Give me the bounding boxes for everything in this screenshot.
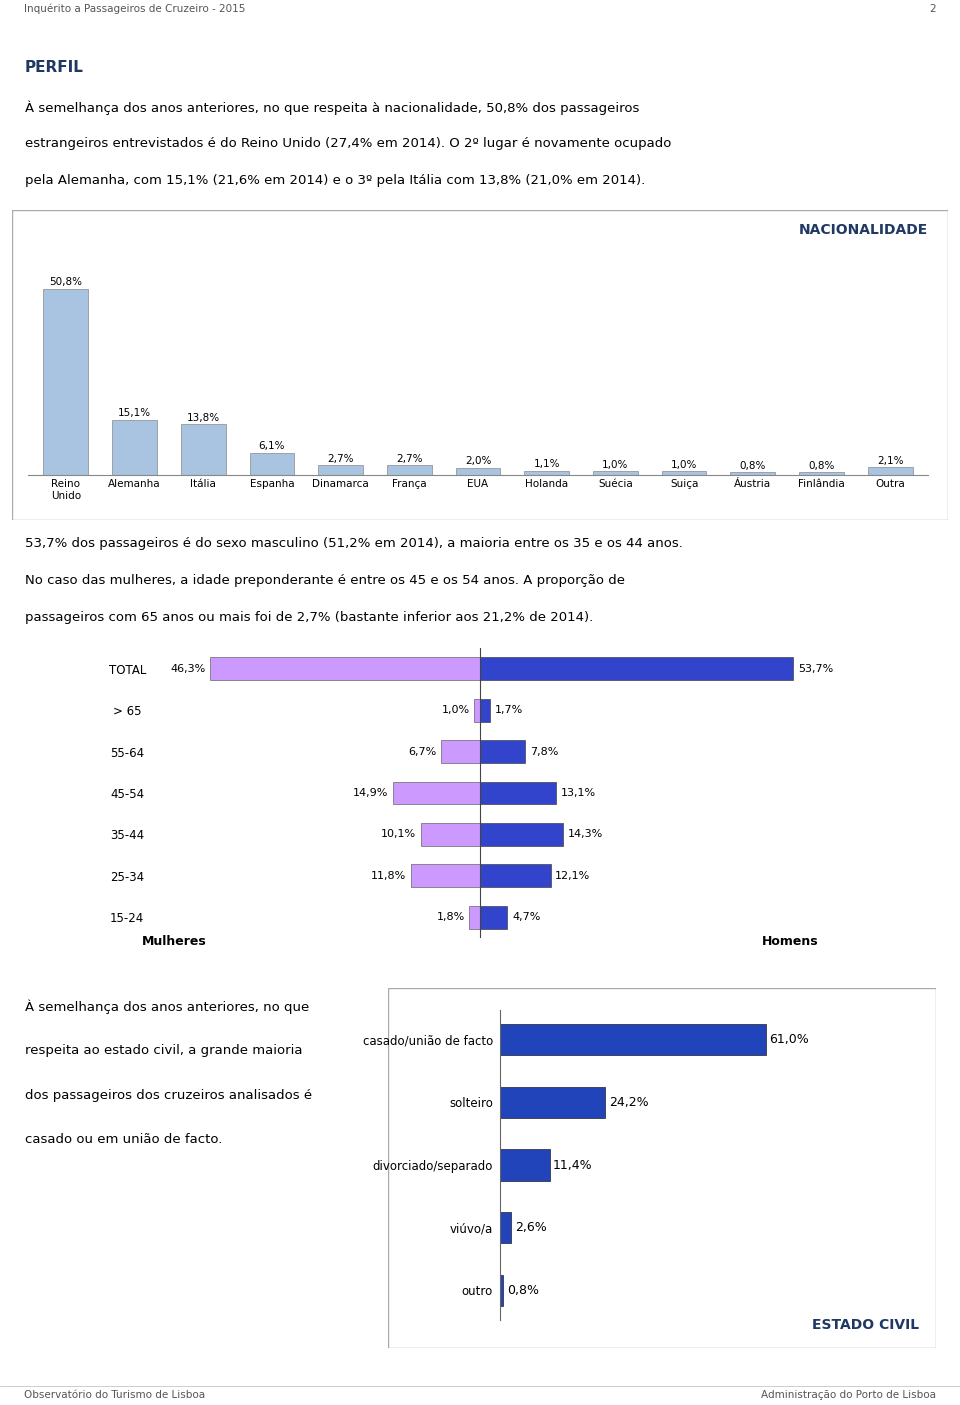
Text: 14,3%: 14,3% bbox=[568, 829, 603, 839]
Text: 61,0%: 61,0% bbox=[769, 1033, 808, 1047]
Bar bbox=[210, 658, 480, 680]
Text: 1,8%: 1,8% bbox=[437, 912, 465, 922]
Bar bbox=[43, 289, 88, 475]
Text: 7,8%: 7,8% bbox=[530, 746, 559, 756]
Bar bbox=[799, 472, 844, 475]
Bar bbox=[480, 906, 508, 929]
Text: 6,1%: 6,1% bbox=[258, 441, 285, 451]
Bar bbox=[456, 468, 500, 475]
Bar bbox=[480, 781, 557, 805]
Text: 6,7%: 6,7% bbox=[408, 746, 436, 756]
Bar bbox=[480, 823, 564, 846]
Text: Mulheres: Mulheres bbox=[142, 934, 206, 948]
Text: 2,6%: 2,6% bbox=[515, 1221, 546, 1234]
Text: 2,0%: 2,0% bbox=[465, 457, 492, 466]
Text: 2: 2 bbox=[929, 4, 936, 14]
Bar bbox=[480, 864, 551, 887]
Text: 11,8%: 11,8% bbox=[372, 871, 406, 881]
Text: Administração do Porto de Lisboa: Administração do Porto de Lisboa bbox=[761, 1390, 936, 1399]
Text: pela Alemanha, com 15,1% (21,6% em 2014) e o 3º pela Itália com 13,8% (21,0% em : pela Alemanha, com 15,1% (21,6% em 2014)… bbox=[25, 174, 645, 187]
Bar bbox=[500, 1213, 512, 1243]
Bar bbox=[524, 471, 569, 475]
Text: 0,8%: 0,8% bbox=[507, 1284, 539, 1297]
Text: 0,8%: 0,8% bbox=[739, 461, 766, 471]
Bar bbox=[393, 781, 480, 805]
Text: 15,1%: 15,1% bbox=[118, 409, 151, 419]
Bar bbox=[469, 906, 480, 929]
Bar bbox=[480, 658, 793, 680]
Text: 2,1%: 2,1% bbox=[877, 455, 903, 466]
Text: 53,7% dos passageiros é do sexo masculino (51,2% em 2014), a maioria entre os 35: 53,7% dos passageiros é do sexo masculin… bbox=[25, 538, 683, 551]
Text: Inquérito a Passageiros de Cruzeiro - 2015: Inquérito a Passageiros de Cruzeiro - 20… bbox=[24, 4, 246, 14]
Text: 0,8%: 0,8% bbox=[808, 461, 834, 471]
Text: No caso das mulheres, a idade preponderante é entre os 45 e os 54 anos. A propor: No caso das mulheres, a idade prepondera… bbox=[25, 575, 625, 587]
Bar bbox=[411, 864, 480, 887]
Text: passageiros com 65 anos ou mais foi de 2,7% (bastante inferior aos 21,2% de 2014: passageiros com 65 anos ou mais foi de 2… bbox=[25, 611, 593, 624]
Text: À semelhança dos anos anteriores, no que respeita à nacionalidade, 50,8% dos pas: À semelhança dos anos anteriores, no que… bbox=[25, 101, 639, 115]
Text: 14,9%: 14,9% bbox=[353, 788, 389, 798]
Bar bbox=[480, 740, 525, 763]
Text: 4,7%: 4,7% bbox=[512, 912, 540, 922]
Bar bbox=[319, 465, 363, 475]
Text: 1,1%: 1,1% bbox=[534, 459, 560, 469]
Text: estrangeiros entrevistados é do Reino Unido (27,4% em 2014). O 2º lugar é novame: estrangeiros entrevistados é do Reino Un… bbox=[25, 138, 671, 150]
Bar bbox=[474, 698, 480, 722]
Text: 11,4%: 11,4% bbox=[553, 1159, 592, 1172]
Text: 1,0%: 1,0% bbox=[671, 459, 697, 469]
Text: Homens: Homens bbox=[761, 934, 818, 948]
Text: À semelhança dos anos anteriores, no que: À semelhança dos anos anteriores, no que bbox=[25, 1000, 309, 1014]
Bar bbox=[731, 472, 775, 475]
Text: respeita ao estado civil, a grande maioria: respeita ao estado civil, a grande maior… bbox=[25, 1044, 302, 1058]
Bar bbox=[500, 1086, 606, 1118]
Text: 1,7%: 1,7% bbox=[494, 705, 523, 715]
Bar bbox=[441, 740, 480, 763]
Text: 2,7%: 2,7% bbox=[327, 454, 354, 464]
Bar bbox=[387, 465, 432, 475]
Text: 53,7%: 53,7% bbox=[798, 663, 833, 674]
Text: Observatório do Turismo de Lisboa: Observatório do Turismo de Lisboa bbox=[24, 1390, 205, 1399]
Text: 13,1%: 13,1% bbox=[561, 788, 596, 798]
Bar bbox=[480, 698, 490, 722]
Text: 1,0%: 1,0% bbox=[442, 705, 469, 715]
Text: 2,7%: 2,7% bbox=[396, 454, 422, 464]
Text: 46,3%: 46,3% bbox=[170, 663, 205, 674]
Text: 24,2%: 24,2% bbox=[609, 1096, 648, 1109]
Bar bbox=[661, 471, 707, 475]
Text: PERFIL: PERFIL bbox=[25, 59, 84, 74]
Bar bbox=[593, 471, 637, 475]
Text: 50,8%: 50,8% bbox=[49, 277, 83, 287]
Bar bbox=[500, 1274, 503, 1305]
Text: 1,0%: 1,0% bbox=[602, 459, 629, 469]
Text: NACIONALIDADE: NACIONALIDADE bbox=[799, 223, 928, 237]
Text: dos passageiros dos cruzeiros analisados é: dos passageiros dos cruzeiros analisados… bbox=[25, 1089, 312, 1102]
Text: casado ou em união de facto.: casado ou em união de facto. bbox=[25, 1134, 223, 1146]
Bar bbox=[421, 823, 480, 846]
Bar bbox=[250, 452, 294, 475]
Bar bbox=[500, 1149, 550, 1180]
Text: ESTADO CIVIL: ESTADO CIVIL bbox=[812, 1318, 920, 1332]
Bar bbox=[868, 468, 913, 475]
Text: 13,8%: 13,8% bbox=[186, 413, 220, 423]
Text: 12,1%: 12,1% bbox=[555, 871, 590, 881]
Text: 10,1%: 10,1% bbox=[381, 829, 417, 839]
Bar bbox=[500, 1024, 765, 1055]
Bar bbox=[180, 424, 226, 475]
Bar bbox=[112, 420, 156, 475]
